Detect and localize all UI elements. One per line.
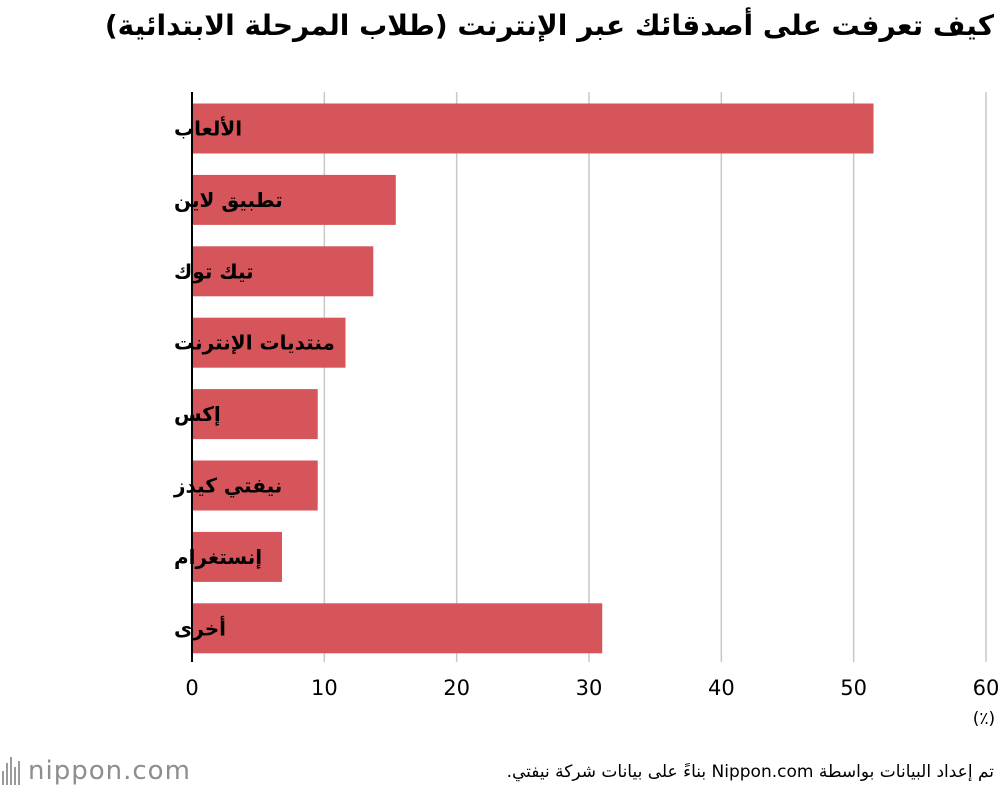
category-label: نيفتي كيدز	[173, 474, 282, 499]
gridlines	[323, 92, 987, 662]
bar	[192, 103, 874, 154]
category-label: منتديات الإنترنت	[174, 331, 335, 355]
category-label: تطبيق لاين	[174, 188, 283, 212]
category-label: إكس	[174, 402, 221, 426]
x-tick-label: 0	[185, 676, 198, 700]
category-label: أخرى	[174, 614, 226, 640]
bar	[192, 460, 318, 511]
nippon-logo: nippon.com	[2, 756, 191, 786]
category-label: إنستغرام	[174, 545, 262, 569]
x-tick-label: 20	[443, 676, 470, 700]
x-tick-label: 30	[576, 676, 603, 700]
category-label: تيك توك	[174, 259, 254, 283]
x-tick-label: 40	[708, 676, 735, 700]
bars	[192, 103, 874, 654]
bar	[192, 603, 603, 654]
bar	[192, 389, 318, 440]
bar	[192, 317, 346, 368]
chart-title: كيف تعرفت على أصدقائك عبر الإنترنت (طلاب…	[104, 9, 994, 42]
x-tick-label: 10	[311, 676, 338, 700]
x-tick-label: 60	[973, 676, 1000, 700]
labels: الألعاب تطبيق لاين تيك توك منتديات الإنترنت…	[173, 116, 999, 730]
source-note: تم إعداد البيانات بواسطة Nippon.com بناء…	[506, 762, 994, 782]
bar	[192, 246, 374, 297]
x-tick-label: 50	[840, 676, 867, 700]
category-label: الألعاب	[174, 116, 242, 141]
bar	[192, 531, 282, 582]
bar	[192, 174, 396, 225]
unit-label: (٪)	[973, 709, 995, 729]
logo-text: nippon.com	[28, 756, 191, 786]
logo-bars-icon	[2, 757, 20, 785]
